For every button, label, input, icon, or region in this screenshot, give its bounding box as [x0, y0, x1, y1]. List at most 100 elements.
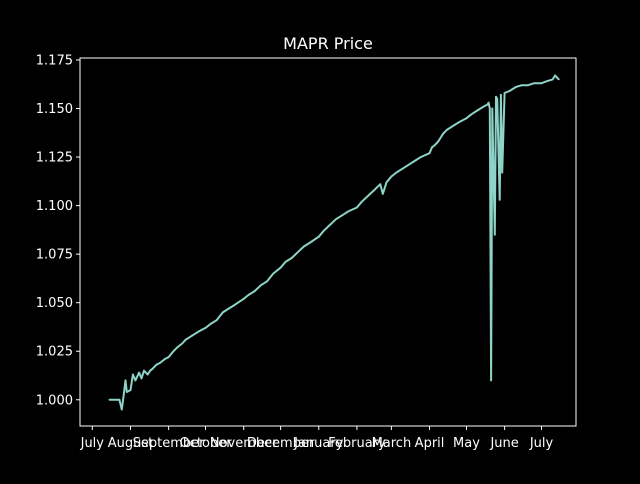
- data-point: [303, 246, 305, 248]
- data-point: [141, 378, 143, 380]
- data-point: [147, 374, 149, 376]
- data-point: [297, 251, 299, 253]
- data-point: [135, 380, 137, 382]
- data-point: [356, 207, 358, 209]
- y-tick-label: 1.150: [36, 102, 73, 117]
- data-point: [210, 323, 212, 325]
- data-point: [373, 189, 375, 191]
- data-point: [554, 75, 556, 77]
- data-point: [420, 156, 422, 158]
- data-point: [341, 214, 343, 216]
- data-point: [152, 368, 154, 370]
- data-point: [558, 79, 560, 81]
- data-point: [494, 234, 496, 236]
- data-point: [191, 335, 193, 337]
- data-point: [347, 211, 349, 213]
- data-point: [391, 176, 393, 178]
- data-point: [458, 121, 460, 123]
- data-point: [248, 294, 250, 296]
- data-point: [382, 193, 384, 195]
- data-point: [260, 284, 262, 286]
- data-point: [185, 339, 187, 341]
- data-point: [173, 350, 175, 352]
- data-point: [490, 380, 492, 382]
- data-point: [121, 409, 123, 411]
- data-point: [285, 261, 287, 263]
- data-point: [546, 80, 548, 82]
- data-point: [487, 104, 489, 106]
- data-point: [329, 224, 331, 226]
- data-point: [266, 280, 268, 282]
- data-point: [442, 133, 444, 135]
- data-point: [109, 399, 111, 401]
- y-tick-label: 1.175: [36, 53, 73, 68]
- chart-title: MAPR Price: [283, 34, 373, 53]
- y-tick-label: 1.125: [36, 151, 73, 166]
- data-point: [527, 84, 529, 86]
- data-point: [181, 343, 183, 345]
- data-point: [122, 399, 124, 401]
- data-point: [437, 141, 439, 143]
- data-point: [197, 331, 199, 333]
- data-point: [222, 312, 224, 314]
- data-point: [367, 195, 369, 197]
- x-tick-label: May: [453, 436, 480, 451]
- data-point: [521, 84, 523, 86]
- data-point: [138, 372, 140, 374]
- data-point: [125, 380, 127, 382]
- data-point: [446, 129, 448, 131]
- data-point: [323, 230, 325, 232]
- data-point: [155, 364, 157, 366]
- data-point: [515, 86, 517, 88]
- data-point: [164, 358, 166, 360]
- data-point: [504, 92, 506, 94]
- data-point: [509, 90, 511, 92]
- data-point: [280, 267, 282, 269]
- data-point: [395, 172, 397, 174]
- data-point: [488, 102, 490, 104]
- data-point: [361, 201, 363, 203]
- data-point: [408, 164, 410, 166]
- data-point: [159, 362, 161, 364]
- data-point: [501, 172, 503, 174]
- data-point: [318, 236, 320, 238]
- data-point: [499, 199, 501, 201]
- y-tick-label: 1.050: [36, 296, 73, 311]
- data-point: [434, 145, 436, 147]
- data-point: [466, 117, 468, 119]
- data-point: [402, 168, 404, 170]
- data-point: [291, 257, 293, 259]
- data-point: [452, 125, 454, 127]
- x-tick-label: July: [80, 436, 105, 451]
- data-point: [429, 152, 431, 154]
- y-tick-label: 1.100: [36, 199, 73, 214]
- data-point: [495, 96, 497, 98]
- data-point: [386, 181, 388, 183]
- data-point: [234, 304, 236, 306]
- data-point: [471, 113, 473, 115]
- data-point: [243, 298, 245, 300]
- data-point: [414, 160, 416, 162]
- data-point: [552, 79, 554, 81]
- data-point: [379, 183, 381, 185]
- data-point: [483, 106, 485, 108]
- data-point: [477, 110, 479, 112]
- data-point: [126, 391, 128, 393]
- data-point: [309, 242, 311, 244]
- data-point: [489, 108, 491, 110]
- data-point: [119, 399, 121, 401]
- data-point: [130, 389, 132, 391]
- data-point: [500, 94, 502, 96]
- data-point: [176, 347, 178, 349]
- data-point: [168, 356, 170, 358]
- y-tick-label: 1.000: [36, 393, 73, 408]
- data-point: [228, 308, 230, 310]
- data-point: [272, 273, 274, 275]
- x-tick-label: March: [372, 436, 412, 451]
- data-point: [541, 82, 543, 84]
- data-point: [132, 374, 134, 376]
- data-point: [431, 146, 433, 148]
- data-point: [491, 108, 493, 110]
